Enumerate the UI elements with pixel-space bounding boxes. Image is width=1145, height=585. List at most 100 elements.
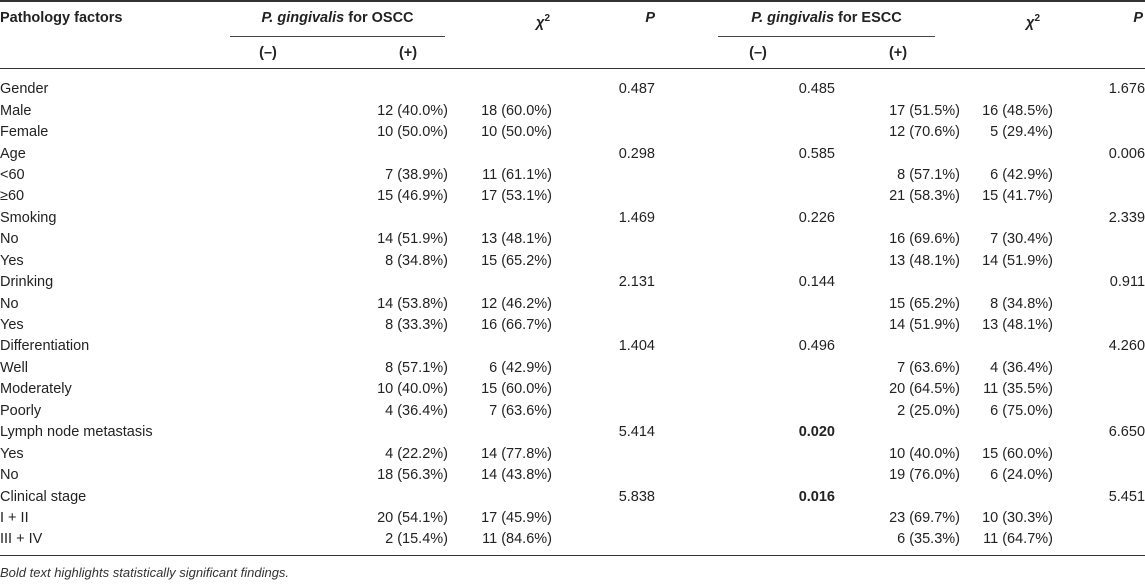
oscc-chi-square-cell	[552, 165, 655, 186]
escc-chi-square-cell	[1053, 401, 1145, 422]
oscc-positive-cell	[448, 336, 552, 357]
oscc-positive-cell: 6 (42.9%)	[489, 359, 552, 376]
oscc-chi-square-cell: 0.487	[618, 81, 655, 98]
escc-negative-cell: 20 (64.5%)	[889, 381, 960, 398]
oscc-positive-cell: 10 (50.0%)	[481, 124, 552, 141]
oscc-p-value-cell	[655, 251, 835, 272]
table-row: No 18 (56.3%) 14 (43.8%) 19 (76.0%) 6 (24.0%…	[0, 465, 1145, 486]
factor-cell: <60	[0, 166, 25, 183]
factor-cell: Poorly	[0, 402, 42, 419]
oscc-p-value-cell	[655, 293, 835, 314]
escc-negative-cell	[835, 336, 960, 357]
oscc-chi-square-cell	[552, 358, 655, 379]
chi-symbol: χ	[1026, 14, 1035, 31]
escc-chi-square-cell	[1053, 508, 1145, 529]
factor-cell: Yes	[0, 252, 24, 269]
oscc-negative-cell	[298, 208, 448, 229]
table-row: No 14 (53.8%) 12 (46.2%) 15 (65.2%) 8 (34.8%…	[0, 293, 1145, 314]
factor-cell: Clinical stage	[0, 488, 87, 505]
oscc-chi-square-cell	[552, 229, 655, 250]
oscc-negative-cell: 8 (34.8%)	[385, 252, 448, 269]
escc-negative-cell	[835, 79, 960, 100]
oscc-p-value-cell	[655, 315, 835, 336]
escc-chi-square-cell	[1053, 186, 1145, 207]
factor-cell: ≥60	[0, 188, 25, 205]
table-row: I + II 20 (54.1%) 17 (45.9%) 23 (69.7%) 10 (…	[0, 508, 1145, 529]
escc-positive-cell: 15 (41.7%)	[982, 188, 1053, 205]
escc-negative-cell	[835, 208, 960, 229]
header-escc-p: P	[1133, 10, 1143, 26]
escc-negative-cell: 2 (25.0%)	[897, 402, 960, 419]
oscc-positive-cell	[448, 79, 552, 100]
oscc-chi-square-cell	[552, 293, 655, 314]
escc-positive-cell: 13 (48.1%)	[982, 317, 1053, 334]
escc-positive-cell: 10 (30.3%)	[982, 509, 1053, 526]
header-oscc-p: P	[645, 10, 655, 26]
escc-positive-cell: 6 (75.0%)	[990, 402, 1053, 419]
escc-positive-cell: 5 (29.4%)	[990, 124, 1053, 141]
escc-negative-cell: 10 (40.0%)	[889, 445, 960, 462]
factor-cell: No	[0, 231, 19, 248]
escc-chi-square-cell	[1053, 315, 1145, 336]
header-escc-positive: (+)	[888, 45, 908, 61]
header-oscc-negative: (–)	[259, 45, 277, 61]
table-row: Well 8 (57.1%) 6 (42.9%) 7 (63.6%) 4 (36.4%)	[0, 358, 1145, 379]
escc-negative-cell	[835, 143, 960, 164]
oscc-p-value-cell	[655, 165, 835, 186]
table-row: Lymph node metastasis5.4140.0206.6500.01…	[0, 422, 1145, 443]
oscc-negative-cell: 8 (57.1%)	[385, 359, 448, 376]
escc-positive-cell: 4 (36.4%)	[990, 359, 1053, 376]
chi-symbol: χ	[536, 14, 545, 31]
escc-negative-cell: 12 (70.6%)	[889, 124, 960, 141]
escc-chi-square-cell	[1053, 529, 1145, 550]
table-row: Yes 8 (33.3%) 16 (66.7%) 14 (51.9%) 13 (48.1…	[0, 315, 1145, 336]
oscc-negative-cell	[298, 422, 448, 443]
header-escc-label: for ESCC	[834, 10, 902, 26]
oscc-negative-cell: 15 (46.9%)	[377, 188, 448, 205]
oscc-chi-square-cell	[552, 379, 655, 400]
escc-chi-square-cell	[1053, 465, 1145, 486]
header-escc-chi-square: χ2	[940, 8, 1040, 34]
oscc-chi-square-cell	[552, 443, 655, 464]
header-oscc-organism: P. gingivalis	[261, 10, 345, 26]
escc-chi-square-cell	[1053, 122, 1145, 143]
escc-positive-cell: 11 (64.7%)	[983, 531, 1053, 548]
oscc-chi-square-cell	[552, 122, 655, 143]
escc-positive-cell: 11 (35.5%)	[983, 381, 1053, 398]
escc-negative-cell: 8 (57.1%)	[897, 166, 960, 183]
factor-cell: Yes	[0, 445, 24, 462]
oscc-positive-cell: 16 (66.7%)	[481, 317, 552, 334]
escc-positive-cell: 15 (60.0%)	[982, 445, 1053, 462]
oscc-negative-cell: 7 (38.9%)	[385, 166, 448, 183]
oscc-positive-cell: 7 (63.6%)	[489, 402, 552, 419]
escc-positive-cell: 7 (30.4%)	[990, 231, 1053, 248]
oscc-group-rule	[230, 36, 445, 37]
escc-chi-square-cell	[1053, 358, 1145, 379]
escc-positive-cell	[960, 422, 1053, 443]
factor-cell: No	[0, 295, 19, 312]
oscc-positive-cell: 11 (61.1%)	[482, 166, 552, 183]
factor-cell: I + II	[0, 509, 29, 526]
oscc-p-value-cell	[655, 443, 835, 464]
oscc-p-value-cell	[655, 186, 835, 207]
oscc-negative-cell	[298, 143, 448, 164]
factor-cell: Yes	[0, 317, 24, 334]
factor-cell: No	[0, 467, 19, 484]
oscc-p-value-cell: 0.144	[798, 274, 835, 291]
escc-negative-cell: 7 (63.6%)	[897, 359, 960, 376]
oscc-negative-cell: 12 (40.0%)	[377, 102, 448, 119]
oscc-p-value-cell	[655, 529, 835, 550]
table-row: Moderately 10 (40.0%) 15 (60.0%) 20 (64.5%)…	[0, 379, 1145, 400]
oscc-chi-square-cell	[552, 508, 655, 529]
table-row: <60 7 (38.9%) 11 (61.1%) 8 (57.1%) 6 (42.9%)	[0, 165, 1145, 186]
oscc-p-value-cell	[655, 465, 835, 486]
escc-chi-square-cell: 4.260	[1108, 338, 1145, 355]
oscc-positive-cell: 17 (53.1%)	[481, 188, 552, 205]
escc-negative-cell	[835, 422, 960, 443]
oscc-positive-cell: 14 (77.8%)	[481, 445, 552, 462]
oscc-positive-cell: 13 (48.1%)	[481, 231, 552, 248]
factor-cell: Gender	[0, 81, 49, 98]
factor-cell: Male	[0, 102, 32, 119]
